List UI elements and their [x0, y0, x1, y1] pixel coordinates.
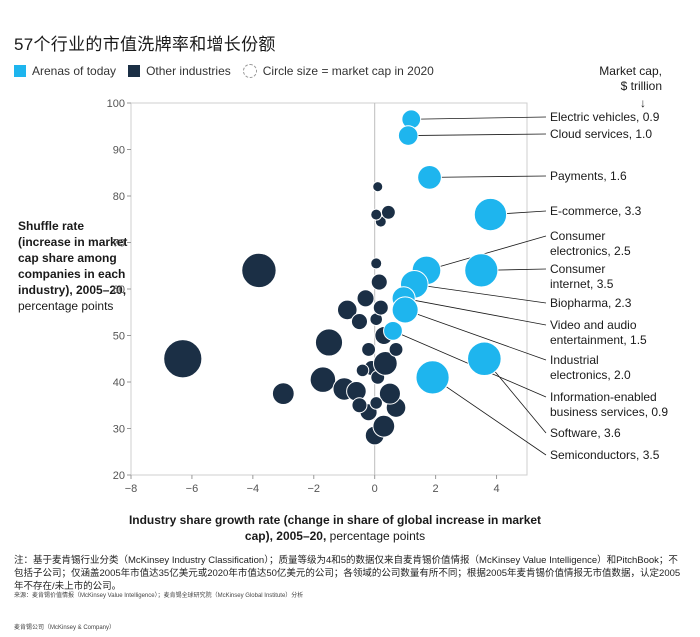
arena-bubble [397, 125, 419, 146]
arena-bubble [415, 360, 450, 395]
leader-line [403, 297, 547, 326]
down-arrow-icon: ↓ [640, 96, 646, 110]
arena-bubble [383, 320, 403, 341]
other-industry-bubble [351, 397, 368, 414]
arena-bubble [391, 296, 419, 324]
other-industry-bubble [380, 204, 396, 220]
arena-label: Consumer internet, 3.5 [550, 262, 614, 291]
legend-other-label: Other industries [146, 64, 231, 78]
y-tick-label: 90 [113, 145, 125, 157]
leader-line [426, 235, 547, 271]
arena-bubble [464, 253, 499, 288]
y-tick-label: 100 [107, 98, 125, 110]
y-tick-label: 80 [113, 191, 125, 203]
legend-other-swatch [128, 65, 141, 77]
legend-size-circle-icon [242, 64, 257, 78]
other-industry-bubble [336, 299, 358, 321]
arena-bubble [473, 197, 508, 232]
other-industry-bubble [388, 342, 404, 357]
arena-label: Video and audio entertainment, 1.5 [550, 318, 647, 347]
y-tick-label: 20 [113, 470, 125, 482]
arena-label: E-commerce, 3.3 [550, 204, 642, 218]
other-industry-bubble [241, 252, 277, 289]
x-axis-label-bold: Industry share growth rate (change in sh… [128, 513, 542, 543]
other-industry-bubble [361, 342, 377, 357]
other-industry-bubble [355, 363, 370, 378]
arena-label: Semiconductors, 3.5 [550, 448, 660, 462]
other-industry-bubble [378, 382, 401, 405]
other-industry-bubble [271, 382, 295, 406]
legend-arenas: Arenas of today [14, 64, 116, 78]
x-tick-label: 4 [493, 483, 499, 495]
x-tick-label: 2 [433, 483, 439, 495]
leader-line [432, 377, 547, 456]
arena-label: Information-enabled business services, 0.… [550, 390, 668, 419]
y-axis-label-unit: percentage points [18, 299, 114, 313]
chart-title: 57个行业的市值洗牌率和增长份额 [14, 35, 276, 54]
leader-line [411, 116, 547, 120]
y-tick-label: 30 [113, 424, 125, 436]
other-industry-bubble [356, 289, 375, 308]
other-industry-bubble [369, 396, 383, 410]
other-industry-bubble [309, 366, 337, 393]
y-tick-label: 70 [113, 238, 125, 250]
y-tick-label: 40 [113, 377, 125, 389]
other-industry-bubble [314, 328, 344, 357]
legend-size: Circle size = market cap in 2020 [242, 64, 434, 78]
leader-line [414, 283, 547, 304]
arena-label: Electric vehicles, 0.9 [550, 110, 660, 124]
x-tick-label: −8 [125, 483, 138, 495]
other-industry-bubble [372, 351, 398, 376]
leader-line [429, 175, 547, 178]
x-tick-label: −2 [307, 483, 320, 495]
market-cap-line1: Market cap, [599, 64, 662, 78]
leader-line [408, 133, 547, 136]
x-tick-label: 0 [372, 483, 378, 495]
arena-bubble [467, 341, 502, 377]
legend-arenas-label: Arenas of today [32, 64, 117, 78]
other-industry-bubble [372, 414, 396, 438]
market-cap-line2: $ trillion [620, 79, 662, 93]
x-axis-label-unit: percentage points [329, 529, 426, 543]
y-axis-label-bold: Shuffle rate (increase in market cap sha… [18, 219, 128, 297]
other-industry-bubble [372, 299, 389, 316]
x-tick-label: −4 [247, 483, 260, 495]
other-industry-bubble [370, 257, 383, 270]
x-tick-label: −6 [186, 483, 199, 495]
legend: Arenas of today Other industries Circle … [14, 64, 446, 78]
y-tick-label: 60 [113, 284, 125, 296]
legend-arenas-swatch [14, 65, 26, 77]
arena-label: Biopharma, 2.3 [550, 296, 632, 310]
x-axis-label: Industry share growth rate (change in sh… [120, 512, 550, 544]
arena-label: Cloud services, 1.0 [550, 127, 652, 141]
market-cap-header: Market cap, $ trillion ↓ [590, 64, 662, 111]
arena-label: Industrial electronics, 2.0 [550, 353, 631, 382]
plot-frame [130, 102, 528, 476]
arena-label: Software, 3.6 [550, 426, 621, 440]
source-note: 来源：麦肯锡价值情报（McKinsey Value Intelligence）；… [14, 593, 304, 599]
legend-size-label: Circle size = market cap in 2020 [262, 64, 434, 78]
legend-other: Other industries [128, 64, 231, 78]
arena-label: Payments, 1.6 [550, 169, 627, 183]
other-industry-bubble [350, 313, 369, 331]
other-industry-bubble [370, 208, 383, 221]
leader-line [405, 309, 547, 361]
footnote: 注：基于麦肯锡行业分类（McKinsey Industry Classifica… [14, 555, 681, 592]
other-industry-bubble [163, 339, 203, 379]
y-tick-label: 50 [113, 331, 125, 343]
publisher-footer: 麦肯锡公司（McKinsey & Company） [14, 625, 116, 631]
other-industry-bubble [370, 273, 388, 291]
y-axis-label: Shuffle rate (increase in market cap sha… [18, 218, 128, 314]
other-industry-bubble [372, 181, 384, 193]
arena-label: Consumer electronics, 2.5 [550, 229, 631, 258]
arena-bubble [417, 165, 442, 190]
